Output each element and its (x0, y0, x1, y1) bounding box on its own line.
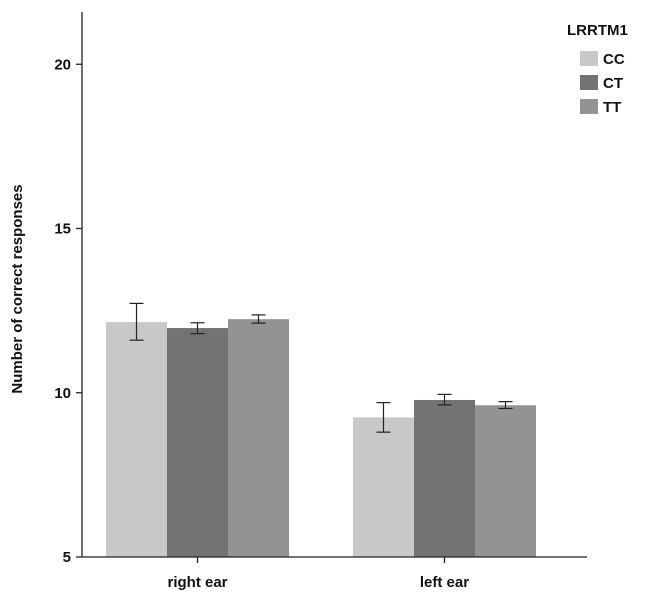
x-tick-label: right ear (167, 574, 227, 591)
plot-area: 5 10 15 20 right ear left ear (54, 56, 536, 591)
bar-tt-0 (228, 319, 289, 557)
y-tick-label: 10 (54, 385, 71, 402)
bar-cc-0 (106, 322, 167, 557)
y-tick-label: 15 (54, 221, 71, 238)
legend-title: LRRTM1 (567, 22, 628, 39)
legend: CC CT TT (580, 51, 625, 116)
bar-ct-0 (167, 328, 228, 557)
legend-label-cc: CC (603, 51, 625, 68)
bar-ct-1 (414, 399, 475, 557)
y-axis-title: Number of correct responses (9, 184, 26, 393)
bar-cc-1 (353, 417, 414, 557)
legend-label-tt: TT (603, 99, 621, 116)
legend-swatch-tt (580, 99, 598, 114)
bar-tt-1 (475, 405, 536, 557)
legend-label-ct: CT (603, 75, 623, 92)
legend-swatch-ct (580, 75, 598, 90)
y-tick-label: 20 (54, 56, 71, 73)
x-tick-label: left ear (420, 574, 469, 591)
y-tick-label: 5 (63, 549, 71, 566)
legend-swatch-cc (580, 51, 598, 66)
